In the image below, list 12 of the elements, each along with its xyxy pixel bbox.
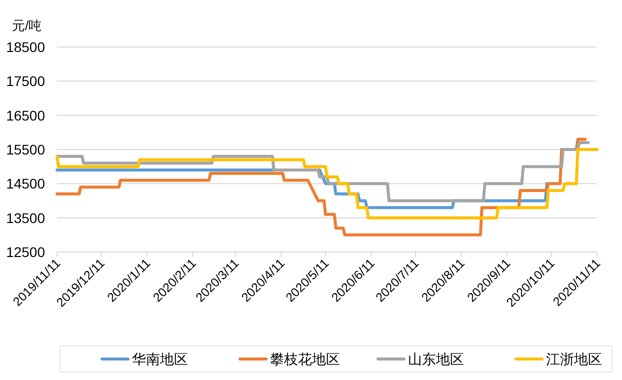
legend-label: 江浙地区: [546, 351, 602, 367]
y-tick-label: 14500: [6, 176, 46, 192]
legend-label: 攀枝花地区: [270, 351, 340, 367]
y-tick-label: 18500: [6, 39, 46, 55]
y-tick-label: 13500: [6, 210, 46, 226]
y-tick-label: 15500: [6, 142, 46, 158]
y-tick-label: 16500: [6, 107, 46, 124]
y-tick-label: 17500: [6, 73, 46, 90]
y-tick-label: 12500: [6, 244, 46, 260]
legend-label: 华南地区: [132, 351, 188, 367]
legend-label: 山东地区: [408, 351, 464, 367]
y-axis-title: 元/吨: [12, 18, 42, 33]
